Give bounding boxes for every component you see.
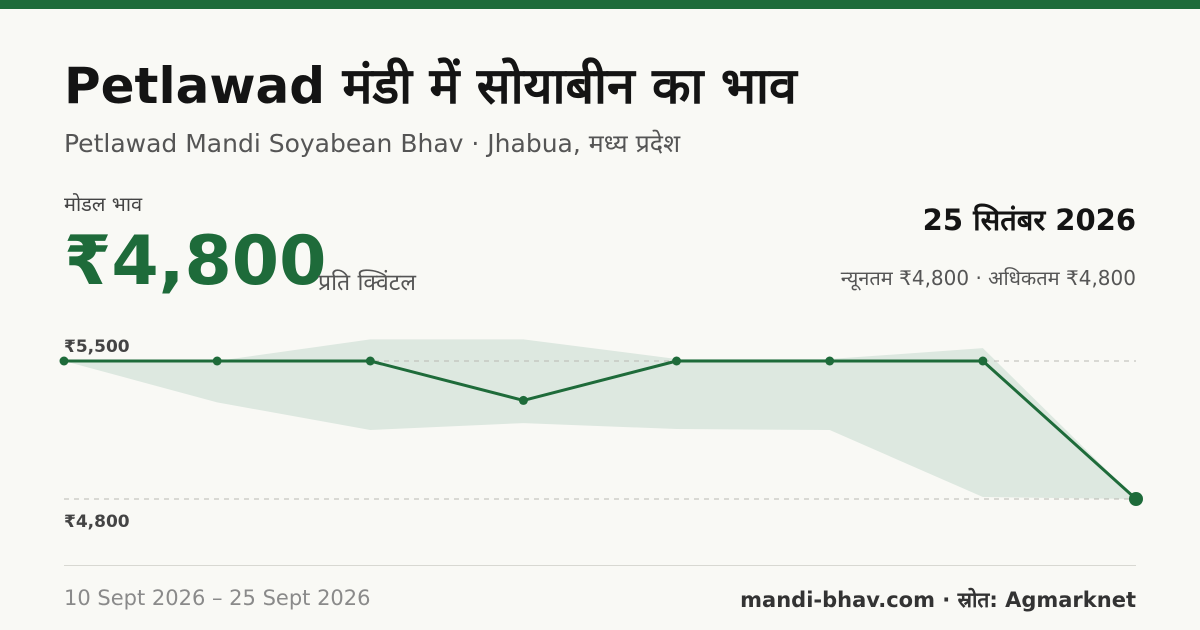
y-tick-label: ₹4,800 (64, 512, 130, 532)
price-point (825, 356, 835, 366)
page-title: Petlawad मंडी में सोयाबीन का भाव (64, 57, 797, 115)
price-unit: प्रति क्विंटल (318, 270, 416, 296)
y-tick-label: ₹5,500 (64, 337, 130, 357)
page-subtitle: Petlawad Mandi Soyabean Bhav · Jhabua, म… (64, 129, 681, 158)
price-point (212, 356, 222, 366)
min-max-band (64, 339, 1136, 499)
price-point (365, 356, 375, 366)
price-point (978, 356, 988, 366)
latest-price-point (1129, 492, 1143, 506)
top-accent-bar (0, 0, 1200, 9)
price-date: 25 सितंबर 2026 (922, 203, 1136, 237)
date-range: 10 Sept 2026 – 25 Sept 2026 (64, 586, 371, 610)
source-credit: mandi-bhav.com · स्रोत: Agmarknet (740, 588, 1136, 612)
min-max-price: न्यूनतम ₹4,800 · अधिकतम ₹4,800 (840, 266, 1136, 290)
modal-price-label: मोडल भाव (64, 192, 143, 216)
modal-price-value: ₹4,800 (64, 222, 327, 301)
price-point (59, 356, 69, 366)
price-point (518, 395, 528, 405)
price-point (672, 356, 682, 366)
modal-price-line (64, 359, 1138, 501)
footer-divider (64, 565, 1136, 566)
